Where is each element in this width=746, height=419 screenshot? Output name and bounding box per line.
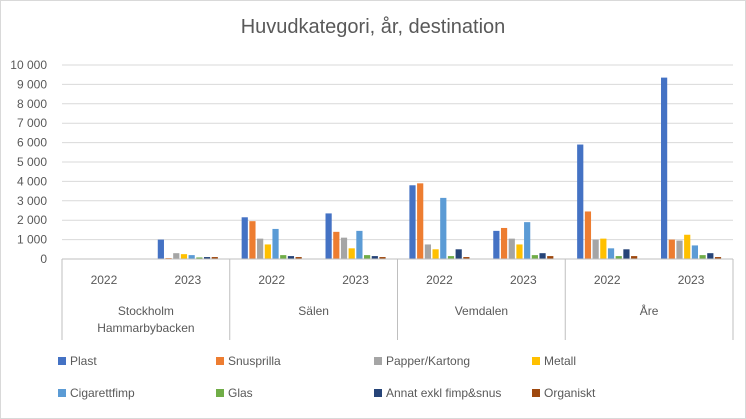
bar-metall [684,234,691,259]
bar-metall [516,244,523,259]
bar-papper-kartong [173,253,180,259]
bar-plast [577,144,584,259]
y-tick-label: 3 000 [17,194,47,208]
bar-annat-exkl-fimp-snus [287,256,295,259]
bar-annat-exkl-fimp-snus [707,253,714,259]
legend-label: Annat exkl fimp&snus [386,386,501,400]
bar-snusprilla [249,221,256,259]
bar-cigarettfimp [440,197,447,259]
legend-swatch [532,357,540,365]
bar-snusprilla [417,183,424,259]
year-label: 2023 [678,273,705,287]
legend-label: Glas [228,386,253,400]
bar-plast [661,77,668,259]
legend-swatch [216,389,224,397]
year-label: 2022 [91,273,118,287]
year-label: 2022 [258,273,285,287]
y-tick-label: 10 000 [10,58,47,72]
bar-annat-exkl-fimp-snus [623,249,630,259]
bar-plast [157,239,164,259]
bar-snusprilla [584,211,592,259]
bar-organiskt [295,257,302,259]
y-tick-label: 6 000 [17,136,47,150]
group-label: Åre [640,303,659,318]
bar-organiskt [547,256,554,259]
bar-glas [447,256,455,259]
legend-label: Snusprilla [228,354,281,368]
bar-metall [600,238,607,259]
bar-plast [409,185,416,259]
bar-annat-exkl-fimp-snus [371,256,378,259]
bar-snusprilla [333,231,340,259]
group-label: Hammarbybacken [97,321,194,335]
legend-label: Organiskt [544,386,596,400]
y-tick-label: 8 000 [17,97,47,111]
chart-title: Huvudkategori, år, destination [240,16,506,38]
y-tick-label: 5 000 [17,155,47,169]
bar-metall [432,249,439,259]
bar-plast [325,213,332,259]
bar-cigarettfimp [188,255,195,259]
bar-glas [699,255,706,259]
bar-metall [348,248,355,259]
bar-cigarettfimp [272,228,279,259]
bar-organiskt [463,257,470,259]
legend-label: Papper/Kartong [386,354,470,368]
legend-label: Cigarettfimp [70,386,135,400]
legend-swatch [374,389,382,397]
bar-plast [493,230,500,259]
bar-cigarettfimp [356,230,363,259]
bar-metall [264,244,271,259]
legend-swatch [532,389,540,397]
year-label: 2023 [510,273,537,287]
legend-swatch [374,357,382,365]
legend-swatch [58,389,66,397]
bar-snusprilla [500,227,508,259]
legend-swatch [216,357,224,365]
bar-cigarettfimp [524,222,531,259]
bar-papper-kartong [676,240,683,259]
year-label: 2023 [174,273,201,287]
bar-papper-kartong [592,239,599,259]
bar-organiskt [631,256,638,259]
y-tick-label: 4 000 [17,174,47,188]
y-tick-label: 9 000 [17,77,47,91]
y-tick-label: 2 000 [17,213,47,227]
bar-organiskt [714,257,722,259]
y-tick-label: 1 000 [17,233,47,247]
bar-annat-exkl-fimp-snus [455,249,462,259]
bar-annat-exkl-fimp-snus [203,257,211,259]
bar-cigarettfimp [607,248,615,259]
year-label: 2022 [594,273,621,287]
bar-glas [615,256,622,259]
bar-annat-exkl-fimp-snus [539,253,546,259]
bar-organiskt [379,257,386,259]
bar-cigarettfimp [691,245,699,259]
bar-snusprilla [668,239,675,259]
bar-organiskt [211,257,218,259]
legend-label: Plast [70,354,97,368]
group-label: Vemdalen [455,304,508,318]
bar-papper-kartong [340,237,348,259]
bar-glas [364,255,371,259]
legend-swatch [58,357,66,365]
bar-papper-kartong [508,238,515,259]
group-label: Sälen [298,304,329,318]
year-label: 2022 [426,273,453,287]
bar-glas [196,257,203,259]
bar-plast [241,217,248,259]
y-tick-label: 0 [40,252,47,266]
bar-metall [180,254,188,259]
bar-papper-kartong [257,238,264,259]
group-label: Stockholm [118,304,174,318]
year-label: 2023 [342,273,369,287]
y-tick-label: 7 000 [17,116,47,130]
bar-papper-kartong [424,244,431,259]
legend-label: Metall [544,354,576,368]
bar-glas [531,255,538,259]
bar-glas [280,255,287,259]
